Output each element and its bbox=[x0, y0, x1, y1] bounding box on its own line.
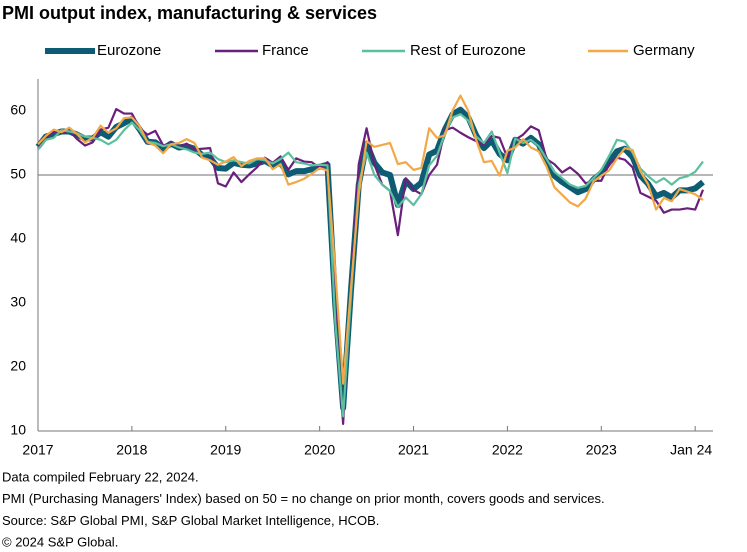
x-tick-label: 2017 bbox=[22, 442, 53, 458]
legend-label: Germany bbox=[633, 42, 695, 59]
series-line bbox=[35, 106, 705, 411]
y-tick-label: 30 bbox=[10, 294, 26, 310]
x-tick-label: 2022 bbox=[492, 442, 523, 458]
y-tick-label: 60 bbox=[10, 102, 26, 118]
footnote: PMI (Purchasing Managers' Index) based o… bbox=[2, 491, 605, 506]
series-line bbox=[37, 107, 705, 426]
footnote: Data compiled February 22, 2024. bbox=[2, 469, 199, 484]
chart-title: PMI output index, manufacturing & servic… bbox=[2, 3, 377, 23]
x-tick-label: 2020 bbox=[304, 442, 335, 458]
y-tick-label: 20 bbox=[10, 358, 26, 374]
x-tick-label: Jan 24 bbox=[670, 442, 712, 458]
footnote: Source: S&P Global PMI, S&P Global Marke… bbox=[2, 513, 379, 528]
x-tick-label: 2019 bbox=[210, 442, 241, 458]
y-tick-label: 10 bbox=[10, 422, 26, 438]
series-line bbox=[37, 94, 704, 385]
x-tick-label: 2023 bbox=[586, 442, 617, 458]
y-tick-label: 40 bbox=[10, 230, 26, 246]
y-tick-label: 50 bbox=[10, 166, 26, 182]
footnote: © 2024 S&P Global. bbox=[2, 535, 118, 550]
x-tick-label: 2018 bbox=[116, 442, 147, 458]
x-tick-label: 2021 bbox=[398, 442, 429, 458]
legend-label: Eurozone bbox=[97, 42, 161, 59]
legend-label: France bbox=[262, 42, 309, 59]
legend-label: Rest of Eurozone bbox=[410, 42, 526, 59]
